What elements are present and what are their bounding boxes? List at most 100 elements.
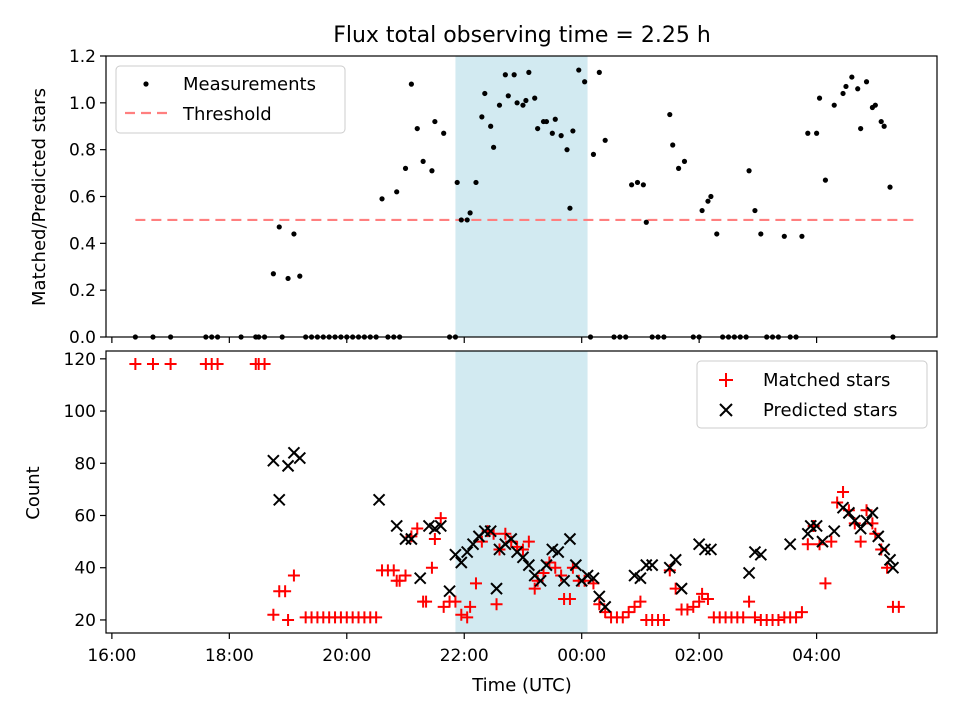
predicted-star-point	[704, 543, 718, 556]
top-legend-box	[115, 65, 346, 134]
measurement-point	[681, 158, 688, 164]
predicted-star-point	[804, 519, 817, 533]
measurement-point	[514, 100, 520, 106]
top-ytick-label: 0.0	[69, 328, 96, 348]
matched-star-point	[279, 585, 292, 598]
legend-threshold-label: Threshold	[182, 104, 272, 125]
predicted-star-point	[645, 558, 659, 572]
matched-star-point	[522, 535, 535, 548]
measurement-point	[570, 128, 576, 134]
matched-star-point	[801, 538, 814, 551]
measurement-point	[643, 219, 649, 225]
predicted-star-point	[460, 545, 474, 559]
measurement-point	[590, 151, 597, 157]
top-axes-frame	[105, 55, 938, 338]
predicted-star-point	[783, 538, 797, 551]
measurement-point	[814, 130, 820, 136]
measurement-point	[458, 217, 464, 223]
bottom-ytick-label: 20	[74, 611, 96, 631]
predicted-star-point	[516, 551, 530, 564]
predicted-star-point	[593, 590, 606, 603]
predicted-star-point	[522, 558, 536, 572]
measurement-point	[420, 158, 426, 164]
top-legend: Measurements Threshold	[115, 65, 346, 134]
matched-star-point	[696, 587, 709, 600]
matched-star-point	[737, 611, 750, 624]
predicted-star-point	[754, 548, 768, 561]
measurement-point	[454, 179, 460, 186]
predicted-star-point	[551, 545, 565, 559]
predicted-star-point	[534, 574, 547, 587]
bottom-legend-box	[696, 360, 928, 429]
predicted-star-point	[675, 582, 688, 595]
measurement-point	[602, 137, 608, 143]
measurement-point	[576, 67, 582, 73]
matched-star-point	[490, 598, 503, 611]
bottom-xtick-label: 18:00	[205, 646, 254, 666]
matched-star-point	[370, 611, 383, 624]
matched-star-point	[425, 561, 438, 574]
top-axis-ticks: 0.0 0.2 0.4 0.6 0.8 1.0 1.2	[69, 47, 818, 348]
measurement-point	[394, 189, 400, 195]
measurement-point	[270, 271, 276, 277]
predicted-star-point	[466, 538, 480, 551]
matched-star-point	[464, 600, 477, 613]
measurement-point	[532, 95, 538, 101]
bottom-ytick-label: 40	[74, 559, 96, 579]
measurement-point	[872, 102, 878, 108]
matched-star-point	[831, 496, 844, 509]
predicted-star-point	[810, 519, 823, 533]
bottom-xlabel: Time (UTC)	[471, 675, 572, 696]
matched-star-point	[681, 603, 694, 616]
measurement-point	[675, 165, 682, 171]
measurement-point	[596, 69, 602, 75]
predicted-star-point	[563, 532, 577, 546]
matched-star-point	[657, 613, 670, 626]
measurement-point	[670, 142, 676, 148]
measurement-point	[855, 86, 861, 92]
predicted-star-point	[698, 543, 712, 556]
predicted-star-point	[449, 548, 462, 561]
bottom-legend: Matched stars Predicted stars	[696, 360, 928, 429]
predicted-star-point	[848, 514, 861, 527]
matched-star-point	[387, 564, 400, 577]
matched-star-point	[616, 611, 629, 624]
measurements-points	[132, 67, 896, 340]
predicted-star-point	[877, 543, 891, 556]
measurement-point	[781, 233, 787, 239]
matched-star-point	[499, 527, 512, 540]
measurement-point	[414, 125, 420, 132]
matched-star-point	[287, 569, 300, 582]
measurement-point	[408, 81, 414, 87]
measurement-point	[473, 179, 479, 186]
bottom-xtick-label: 20:00	[322, 646, 371, 666]
measurement-point	[849, 74, 855, 80]
measurement-point	[887, 184, 893, 190]
predicted-star-point	[399, 532, 412, 546]
predicted-star-point	[866, 506, 879, 520]
measurement-point	[881, 123, 887, 129]
measurement-point	[276, 224, 282, 230]
measurement-point	[511, 72, 517, 78]
matched-star-point	[555, 569, 568, 582]
matched-star-point	[819, 577, 832, 590]
legend-measurements-marker	[143, 81, 149, 87]
matched-star-point	[743, 595, 756, 608]
matched-star-point	[146, 358, 159, 371]
predicted-star-point	[598, 600, 612, 614]
measurement-point	[505, 93, 511, 99]
measurement-point	[379, 196, 385, 202]
measurement-point	[629, 182, 635, 188]
matched-star-point	[461, 611, 474, 624]
matched-star-point	[693, 595, 706, 608]
predicted-star-point	[587, 571, 600, 585]
top-ytick-label: 1.0	[69, 94, 96, 114]
predicted-star-point	[390, 519, 403, 533]
predicted-star-point	[634, 571, 647, 585]
measurement-point	[840, 90, 846, 97]
measurement-point	[858, 125, 864, 132]
measurement-point	[479, 114, 485, 120]
predicted-star-point	[405, 532, 418, 546]
matched-star-point	[449, 595, 462, 608]
measurement-point	[567, 205, 573, 211]
